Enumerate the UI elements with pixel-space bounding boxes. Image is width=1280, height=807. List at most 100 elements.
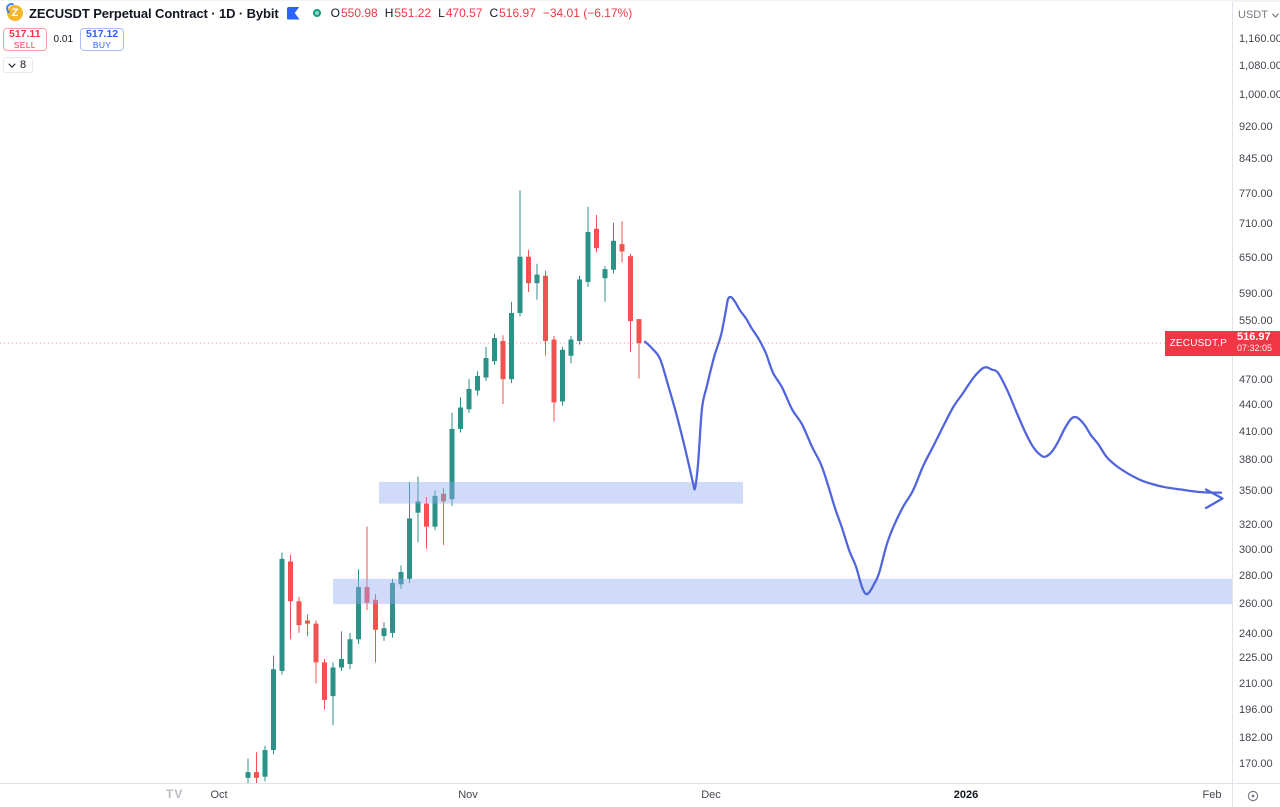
open-label: O <box>330 6 340 20</box>
price-tick-label: 770.00 <box>1239 187 1273 200</box>
price-tick-label: 225.00 <box>1239 652 1273 665</box>
candle-body <box>330 667 336 697</box>
indicators-collapse-toggle[interactable]: 8 <box>3 57 34 73</box>
candle-body <box>594 228 599 249</box>
price-tick-label: 260.00 <box>1239 597 1273 610</box>
chevron-down-icon <box>1272 12 1279 18</box>
time-tick-label: Dec <box>701 789 721 801</box>
chart-legend: Z ZECUSDT Perpetual Contract · 1D · Bybi… <box>0 1 632 73</box>
candle-body <box>356 587 361 640</box>
candle-body <box>543 275 548 341</box>
price-tick-label: 210.00 <box>1239 678 1273 691</box>
projection-arrowhead-icon <box>1204 488 1224 510</box>
candle-body <box>500 340 506 380</box>
supply-demand-zones[interactable] <box>333 481 1232 605</box>
collapsed-count: 8 <box>20 59 27 71</box>
candles-layer <box>245 190 642 784</box>
candle-body <box>509 312 514 380</box>
price-label-countdown: 07:32:05 <box>1237 343 1273 354</box>
open-value: 550.98 <box>340 6 378 20</box>
price-tick-label: 182.00 <box>1239 732 1273 745</box>
price-label-value: 516.97 <box>1237 331 1271 344</box>
tradingview-watermark[interactable]: TV <box>166 787 184 801</box>
sell-button[interactable]: 517.11 SELL <box>3 28 47 51</box>
scroll-to-realtime-icon[interactable] <box>1247 790 1259 802</box>
spread-value: 0.01 <box>53 34 74 45</box>
sell-label: SELL <box>13 40 36 50</box>
price-tick-label: 1,160.00 <box>1239 33 1280 45</box>
price-tick-label: 240.00 <box>1239 627 1273 640</box>
coin-logo-icon: Z <box>7 5 23 21</box>
candle-body <box>262 750 268 777</box>
candle-body <box>432 495 438 527</box>
price-tick-label: 710.00 <box>1239 218 1273 231</box>
symbol-title[interactable]: ZECUSDT Perpetual Contract · 1D · Bybit <box>29 5 279 21</box>
candle-body <box>398 572 404 585</box>
candle-body <box>458 407 463 429</box>
candle-body <box>628 256 633 322</box>
candle-body <box>381 628 387 637</box>
change-readout: −34.01 (−6.17%) <box>542 6 633 20</box>
price-tick-label: 196.00 <box>1239 704 1273 717</box>
candle-body <box>313 623 319 663</box>
candle-body <box>415 501 421 513</box>
price-tick-label: 380.00 <box>1239 454 1273 467</box>
price-tick-label: 650.00 <box>1239 251 1273 264</box>
price-tick-label: 1,000.00 <box>1239 89 1280 102</box>
candle-body <box>390 582 395 633</box>
chevron-down-icon <box>8 62 16 68</box>
candle-body <box>466 388 472 410</box>
candle-body <box>526 256 531 284</box>
candle-body <box>551 339 557 403</box>
price-tick-label: 320.00 <box>1239 519 1273 532</box>
candle-body <box>602 269 608 279</box>
candle-body <box>347 639 353 665</box>
market-status-icon[interactable] <box>312 9 321 17</box>
axis-corner <box>1232 783 1280 807</box>
low-value: 470.57 <box>445 6 483 20</box>
buy-price: 517.12 <box>86 28 119 40</box>
high-label: H <box>384 6 394 20</box>
candle-body <box>441 493 446 502</box>
candle-body <box>254 772 259 778</box>
price-tick-label: 280.00 <box>1239 569 1273 582</box>
candle-body <box>585 231 591 282</box>
time-axis[interactable]: Oct Nov Dec 2026 Feb <box>0 783 1232 807</box>
price-tick-label: 550.00 <box>1239 314 1273 327</box>
price-unit-dropdown[interactable]: USDT <box>1238 9 1279 21</box>
candle-body <box>619 244 625 252</box>
candle-body <box>364 587 370 603</box>
price-axis[interactable]: USDT 1,160.00 1,080.00 1,000.00 920.00 845.0… <box>1232 1 1280 784</box>
candle-body <box>288 561 293 602</box>
candle-body <box>449 428 455 500</box>
low-label: L <box>438 6 445 20</box>
time-tick-label: 2026 <box>953 789 979 801</box>
candle-body <box>517 256 523 313</box>
candle-body <box>296 601 302 626</box>
price-unit-label: USDT <box>1238 9 1268 21</box>
candle-body <box>271 669 276 751</box>
candle-body <box>483 358 489 378</box>
resistance-zone[interactable] <box>379 481 743 504</box>
support-zone[interactable] <box>333 578 1232 605</box>
candle-body <box>560 349 565 402</box>
candle-body <box>279 558 285 671</box>
price-label-symbol: ZECUSDT.P <box>1164 330 1232 356</box>
price-tick-label: 845.00 <box>1239 152 1273 165</box>
price-tick-label: 410.00 <box>1239 425 1273 438</box>
close-label: C <box>489 6 499 20</box>
price-tick-label: 440.00 <box>1239 399 1273 412</box>
ohlc-readout: O550.98 H551.22 L470.57 C516.97 −34.01 (… <box>331 6 633 20</box>
candle-body <box>534 274 540 284</box>
candle-body <box>492 338 497 362</box>
buy-button[interactable]: 517.12 BUY <box>80 28 125 51</box>
candle-body <box>305 620 310 624</box>
price-tick-label: 470.00 <box>1239 374 1273 387</box>
projection-line-drawing[interactable] <box>643 295 1223 596</box>
candle-body <box>424 503 429 527</box>
chart-pane[interactable] <box>0 1 1232 784</box>
time-tick-label: Oct <box>210 789 228 801</box>
time-tick-label: Nov <box>458 789 478 801</box>
candle-body <box>245 772 251 778</box>
